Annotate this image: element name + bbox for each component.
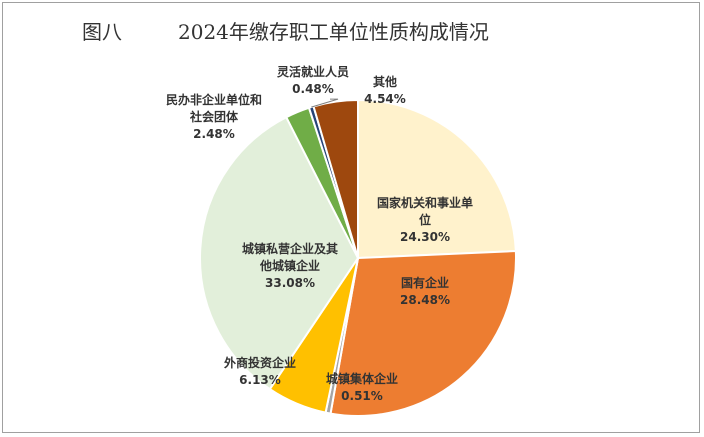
slice-category-label: 灵活就业人员 — [277, 64, 349, 79]
slice-category-label: 外商投资企业 — [224, 355, 296, 370]
slice-value-label: 0.51% — [341, 389, 383, 403]
slice-category-label: 城镇私营企业及其 — [242, 241, 338, 256]
slice-value-label: 0.48% — [292, 82, 334, 96]
leader-line — [311, 98, 339, 108]
slice-value-label: 24.30% — [400, 230, 450, 244]
slice-value-label: 33.08% — [265, 276, 315, 290]
slice-category-label: 国家机关和事业单 — [377, 195, 473, 210]
slice-category-label: 他城镇企业 — [259, 258, 320, 273]
pie-slice — [329, 250, 517, 417]
pie-slice — [357, 98, 517, 260]
slice-value-label: 6.13% — [239, 373, 281, 387]
slice-value-label: 4.54% — [364, 92, 406, 106]
slice-value-label: 28.48% — [400, 293, 450, 307]
slice-category-label: 社会团体 — [189, 109, 239, 124]
slice-value-label: 2.48% — [193, 127, 235, 141]
chart-title: 2024年缴存职工单位性质构成情况 — [178, 20, 489, 44]
slice-category-label: 民办非企业单位和 — [166, 92, 262, 107]
slice-category-label: 位 — [419, 212, 431, 227]
slice-category-label: 城镇集体企业 — [326, 371, 398, 386]
pie-slice — [199, 115, 360, 391]
slice-category-label: 国有企业 — [401, 275, 449, 290]
slice-category-label: 其他 — [373, 74, 397, 89]
figure-label: 图八 — [82, 20, 122, 44]
